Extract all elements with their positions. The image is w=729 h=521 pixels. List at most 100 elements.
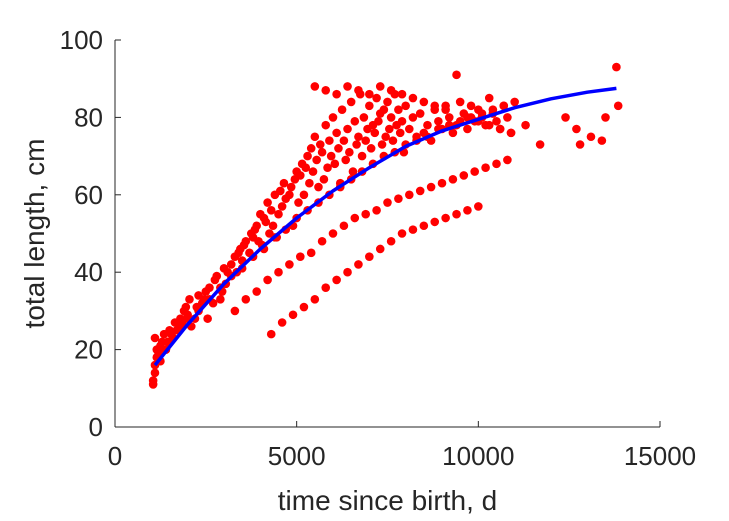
data-point bbox=[305, 178, 314, 188]
data-point bbox=[408, 93, 418, 103]
data-point bbox=[274, 209, 283, 219]
data-point bbox=[321, 86, 331, 95]
data-point bbox=[325, 136, 334, 145]
plot-area bbox=[148, 62, 623, 389]
data-point bbox=[463, 205, 472, 215]
data-point bbox=[408, 225, 418, 234]
data-point bbox=[452, 209, 461, 219]
data-point bbox=[452, 70, 461, 80]
data-point bbox=[386, 86, 396, 95]
data-point bbox=[341, 155, 351, 165]
data-point bbox=[328, 113, 338, 122]
data-point bbox=[430, 101, 440, 111]
y-tick-label: 60 bbox=[74, 180, 103, 210]
data-point bbox=[266, 329, 276, 339]
data-point bbox=[561, 113, 570, 122]
data-point bbox=[148, 376, 158, 385]
data-point bbox=[279, 178, 289, 188]
x-tick-label: 10000 bbox=[442, 441, 514, 471]
data-point bbox=[266, 205, 276, 215]
data-point bbox=[488, 105, 498, 114]
data-point bbox=[484, 93, 494, 103]
data-point bbox=[277, 202, 287, 211]
data-point bbox=[212, 271, 222, 281]
data-point bbox=[463, 113, 472, 122]
data-point bbox=[572, 124, 581, 134]
data-point bbox=[317, 147, 327, 157]
data-point bbox=[352, 140, 361, 149]
x-tick-label: 0 bbox=[108, 441, 122, 471]
data-point bbox=[466, 101, 476, 111]
data-point bbox=[230, 306, 240, 316]
data-point bbox=[381, 132, 390, 142]
data-point bbox=[535, 140, 545, 149]
data-point bbox=[441, 105, 450, 114]
fit-curve bbox=[153, 86, 617, 367]
data-point bbox=[332, 89, 341, 99]
data-point bbox=[437, 178, 447, 188]
data-point bbox=[575, 140, 585, 149]
data-point bbox=[357, 151, 367, 161]
data-point bbox=[419, 221, 429, 231]
data-point bbox=[401, 101, 410, 111]
data-point bbox=[419, 97, 429, 107]
data-point bbox=[374, 116, 383, 126]
data-point bbox=[408, 113, 418, 122]
data-point bbox=[394, 105, 403, 114]
data-point bbox=[441, 213, 450, 223]
data-point bbox=[492, 159, 501, 169]
data-point bbox=[423, 120, 432, 130]
data-point bbox=[226, 260, 236, 269]
data-point bbox=[459, 171, 469, 180]
data-point bbox=[370, 128, 380, 138]
data-point bbox=[337, 105, 347, 114]
data-point bbox=[506, 128, 516, 138]
data-point bbox=[299, 302, 309, 312]
data-point bbox=[601, 113, 610, 122]
y-tick-label: 0 bbox=[89, 412, 103, 442]
data-point bbox=[365, 89, 374, 99]
data-point bbox=[350, 213, 360, 223]
y-tick-label: 20 bbox=[74, 335, 103, 365]
data-point bbox=[613, 101, 623, 111]
data-point bbox=[354, 260, 363, 269]
data-point bbox=[397, 116, 407, 126]
data-point bbox=[306, 248, 316, 258]
data-point bbox=[386, 236, 396, 246]
data-point bbox=[434, 116, 443, 126]
x-axis-label: time since birth, d bbox=[278, 485, 497, 516]
data-point bbox=[343, 124, 352, 134]
data-point bbox=[484, 120, 494, 130]
data-point bbox=[366, 144, 376, 153]
data-point bbox=[332, 275, 341, 285]
data-point bbox=[354, 132, 363, 142]
data-point bbox=[332, 128, 341, 138]
data-point bbox=[388, 136, 398, 145]
data-point bbox=[310, 294, 320, 304]
data-point bbox=[285, 260, 294, 269]
data-point bbox=[346, 97, 356, 107]
data-point bbox=[334, 144, 343, 153]
data-point bbox=[306, 144, 316, 153]
data-point bbox=[296, 171, 305, 180]
data-point bbox=[415, 186, 425, 196]
data-point bbox=[612, 62, 621, 72]
data-point bbox=[495, 124, 505, 134]
data-point bbox=[315, 140, 325, 149]
data-point bbox=[241, 294, 251, 304]
data-point bbox=[395, 128, 405, 138]
data-point bbox=[343, 267, 352, 277]
data-point bbox=[597, 136, 607, 145]
data-point bbox=[499, 101, 509, 111]
data-point bbox=[379, 105, 389, 114]
data-point bbox=[294, 198, 303, 207]
data-point bbox=[288, 310, 298, 320]
data-point bbox=[181, 302, 191, 312]
data-point bbox=[348, 167, 358, 176]
data-point bbox=[296, 252, 305, 262]
data-point bbox=[455, 97, 465, 107]
data-point bbox=[448, 175, 458, 184]
data-point bbox=[252, 221, 261, 231]
data-point bbox=[308, 167, 318, 176]
